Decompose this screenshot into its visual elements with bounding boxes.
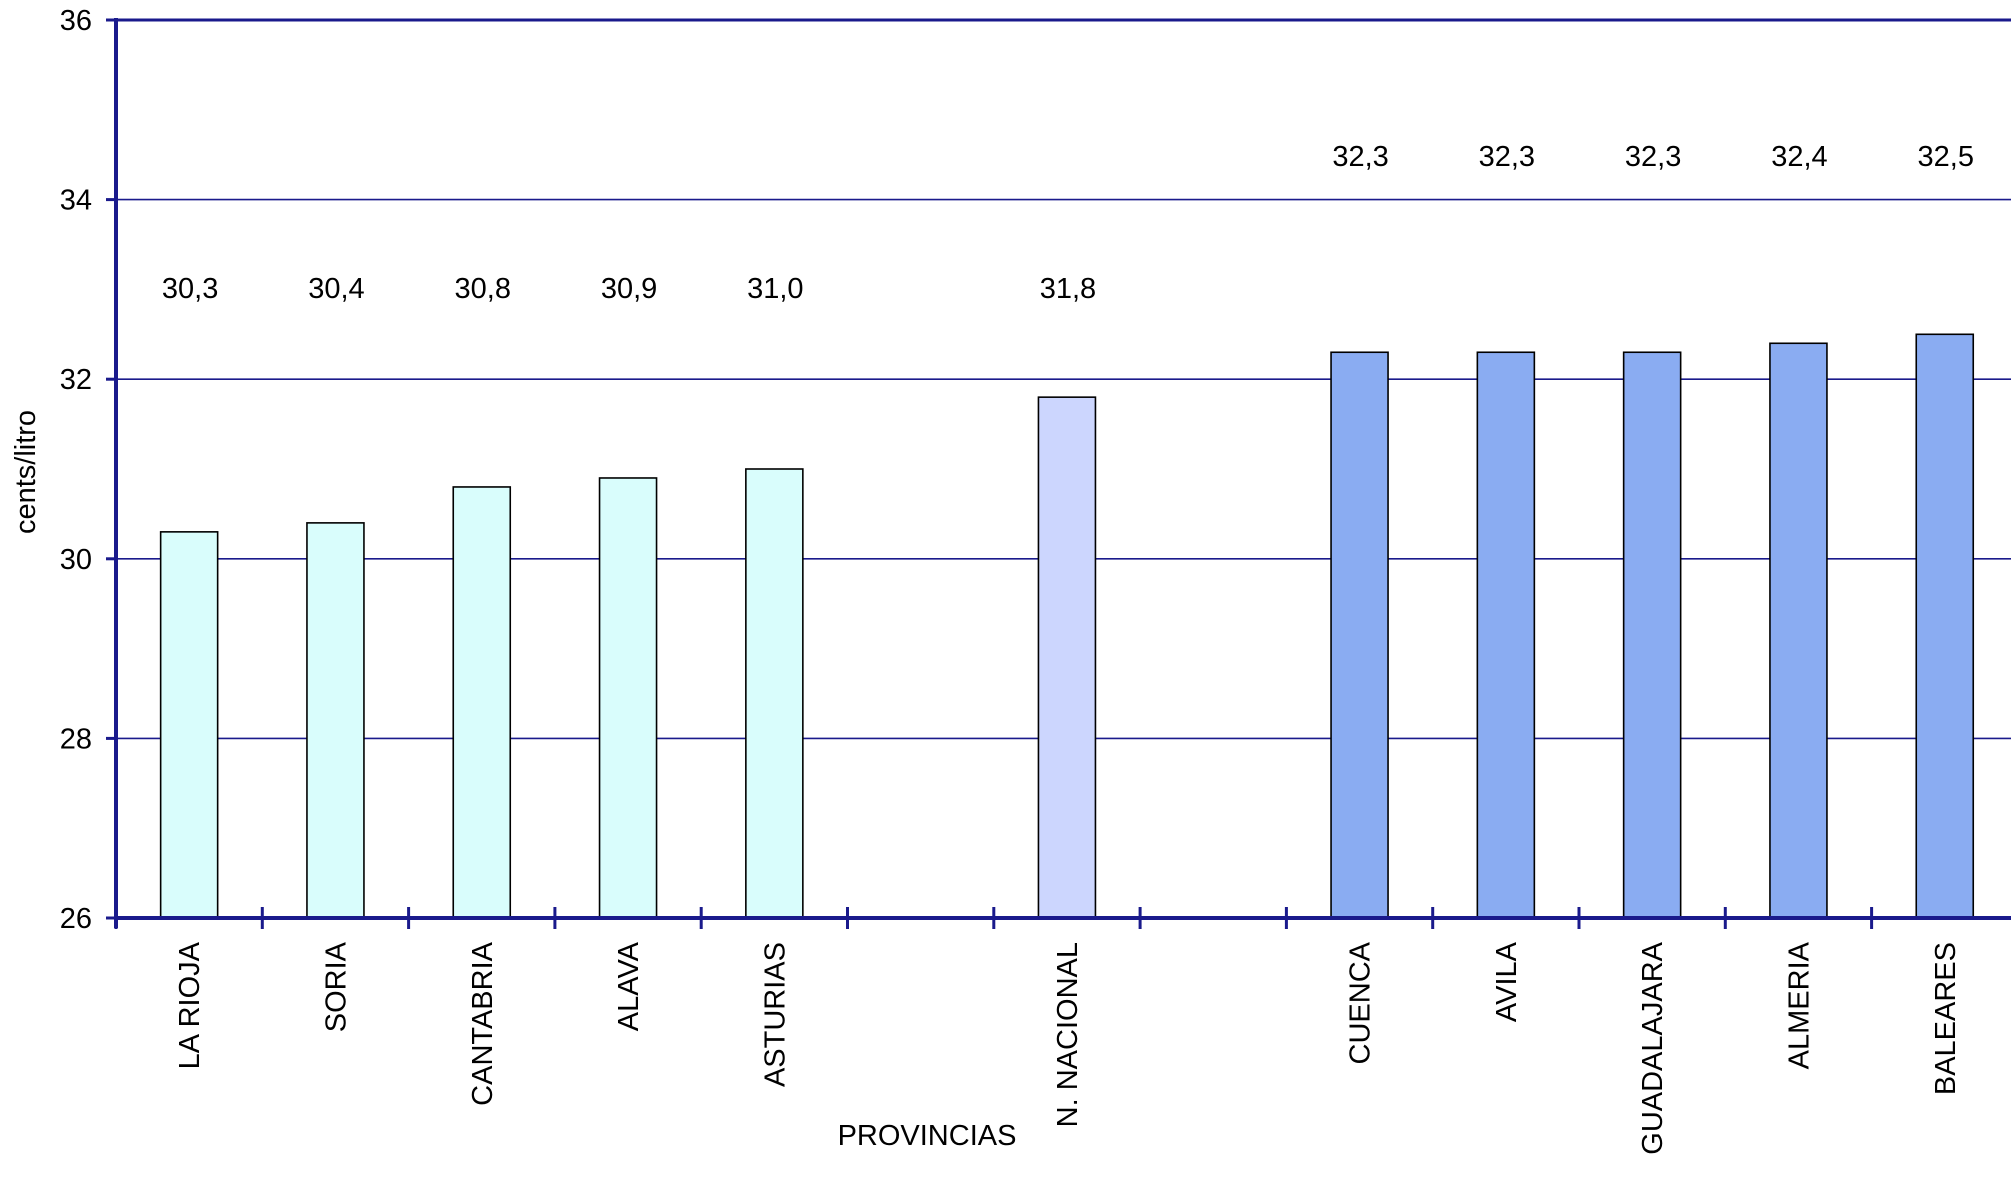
data-label: 30,9 bbox=[601, 273, 657, 305]
data-label: 32,4 bbox=[1771, 141, 1827, 173]
bar bbox=[745, 468, 804, 919]
y-tick-label: 30 bbox=[60, 544, 92, 576]
bar bbox=[1915, 333, 1975, 919]
data-label: 31,8 bbox=[1040, 273, 1096, 305]
bar bbox=[1622, 351, 1682, 919]
x-axis-title: PROVINCIAS bbox=[838, 1120, 1017, 1152]
category-label: GUADALAJARA bbox=[1637, 941, 1669, 1154]
category-label: BALEARES bbox=[1930, 942, 1962, 1095]
y-tick-label: 28 bbox=[60, 723, 92, 755]
data-label: 32,3 bbox=[1625, 141, 1681, 173]
category-label: ASTURIAS bbox=[759, 942, 791, 1087]
y-tick-labels: 26 28 30 32 34 36 bbox=[60, 5, 92, 935]
category-labels: LA RIOJA SORIA CANTABRIA ALAVA ASTURIAS N. NA… bbox=[174, 941, 1962, 1154]
data-label: 31,0 bbox=[747, 273, 803, 305]
bar bbox=[1769, 342, 1828, 919]
bar bbox=[1476, 351, 1536, 919]
axes bbox=[106, 18, 2011, 929]
bars bbox=[159, 333, 1975, 919]
data-label: 32,5 bbox=[1918, 141, 1974, 173]
y-tick-label: 26 bbox=[60, 903, 92, 935]
data-label: 30,8 bbox=[455, 273, 511, 305]
category-label: LA RIOJA bbox=[174, 941, 206, 1069]
bar bbox=[452, 486, 512, 919]
data-labels: 30,3 30,4 30,8 30,9 31,0 31,8 32,3 32,3 32,3 32,4… bbox=[162, 141, 1974, 305]
category-label: N. NACIONAL bbox=[1052, 942, 1084, 1127]
data-label: 30,3 bbox=[162, 273, 218, 305]
data-label: 32,3 bbox=[1479, 141, 1535, 173]
y-axis-title: cents/litro bbox=[10, 410, 42, 534]
data-label: 30,4 bbox=[308, 273, 364, 305]
bar bbox=[1330, 351, 1389, 919]
y-tick-label: 32 bbox=[60, 364, 92, 396]
category-label: AVILA bbox=[1491, 941, 1523, 1022]
data-label: 32,3 bbox=[1332, 141, 1388, 173]
category-label: ALMERIA bbox=[1783, 941, 1815, 1069]
category-label: SORIA bbox=[320, 941, 352, 1032]
category-label: ALAVA bbox=[613, 941, 645, 1031]
bar bbox=[1037, 396, 1097, 919]
bar bbox=[159, 531, 219, 919]
category-label: CUENCA bbox=[1345, 941, 1377, 1064]
bar bbox=[598, 477, 658, 919]
bar bbox=[306, 522, 365, 919]
y-tick-label: 34 bbox=[60, 185, 92, 217]
category-label: CANTABRIA bbox=[467, 941, 499, 1105]
y-tick-label: 36 bbox=[60, 5, 92, 37]
